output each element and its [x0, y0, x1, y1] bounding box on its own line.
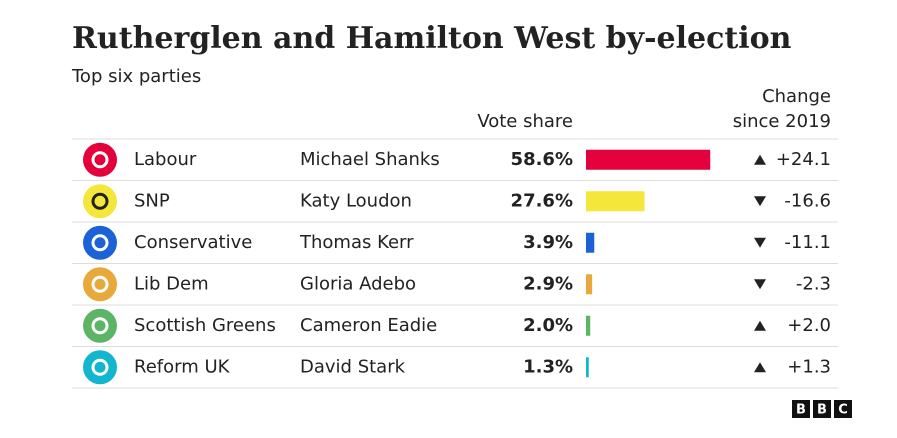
logo-box: [813, 400, 831, 418]
logo-box: [792, 400, 810, 418]
value-label: 1.3%: [523, 356, 573, 377]
change-label: +1.3: [787, 356, 831, 377]
value-label: 58.6%: [511, 149, 573, 170]
change-label: +24.1: [776, 149, 831, 170]
party-icon: [83, 142, 117, 177]
value-label: 2.0%: [523, 315, 573, 336]
value-label: 3.9%: [523, 232, 573, 253]
party-icon: [83, 225, 117, 260]
change-arrow: [754, 279, 766, 290]
column-header: Vote share: [477, 111, 573, 132]
change-arrow: [754, 237, 766, 248]
change-label: +2.0: [787, 315, 831, 336]
party-icon-mark: [91, 275, 109, 293]
party-name: Lib Dem: [134, 273, 209, 294]
party-name: Scottish Greens: [134, 315, 276, 336]
change-arrow: [754, 196, 766, 207]
value-label: 27.6%: [511, 190, 573, 211]
logo-box: [834, 400, 852, 418]
party-icon-mark: [91, 317, 109, 335]
party-name: Labour: [134, 149, 197, 170]
candidate-name: David Stark: [300, 356, 406, 377]
change-label: -16.6: [784, 190, 831, 211]
party-icon: [83, 350, 117, 385]
candidate-name: Thomas Kerr: [299, 232, 414, 253]
value-label: 2.9%: [523, 273, 573, 294]
party-icon-mark: [91, 234, 109, 252]
party-icon: [83, 308, 117, 343]
party-icon-mark: [91, 192, 109, 210]
candidate-name: Gloria Adebo: [300, 273, 416, 294]
bar: [586, 315, 591, 336]
change-arrow: [754, 362, 766, 373]
bar: [586, 274, 593, 295]
logo-letter: C: [838, 403, 848, 418]
chart-title: Rutherglen and Hamilton West by-election: [72, 21, 792, 56]
bar: [586, 149, 711, 170]
logo-letter: B: [796, 403, 806, 418]
column-header: since 2019: [733, 111, 831, 132]
bar: [586, 191, 645, 212]
party-icon-mark: [91, 358, 109, 376]
party-icon-mark: [91, 151, 109, 169]
party-icon: [83, 184, 117, 219]
change-arrow: [754, 320, 766, 331]
logo-letter: B: [817, 403, 827, 418]
change-label: -2.3: [796, 273, 831, 294]
party-name: Reform UK: [134, 356, 231, 377]
bar: [586, 357, 589, 378]
party-name: SNP: [134, 190, 170, 211]
subtitle: Top six parties: [71, 66, 201, 87]
change-label: -11.1: [784, 232, 831, 253]
candidate-name: Katy Loudon: [300, 190, 412, 211]
bar: [586, 232, 595, 253]
party-icon: [83, 267, 117, 302]
candidate-name: Cameron Eadie: [300, 315, 437, 336]
party-name: Conservative: [134, 232, 252, 253]
column-header: Change: [762, 86, 831, 107]
candidate-name: Michael Shanks: [300, 149, 440, 170]
change-arrow: [754, 154, 766, 165]
